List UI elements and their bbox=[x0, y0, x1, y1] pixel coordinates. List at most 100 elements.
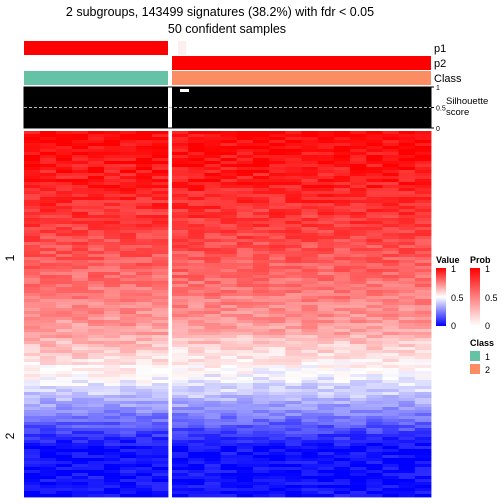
heatmap-cell bbox=[188, 350, 205, 354]
heatmap-cell bbox=[414, 194, 432, 198]
heatmap-cell bbox=[104, 413, 121, 417]
heatmap-cell bbox=[172, 353, 189, 357]
heatmap-cell bbox=[88, 380, 105, 384]
heatmap-cell bbox=[104, 407, 121, 411]
heatmap-cell bbox=[220, 305, 238, 309]
heatmap-cell bbox=[104, 140, 121, 144]
heatmap-cell bbox=[88, 452, 105, 456]
heatmap-cell bbox=[104, 275, 121, 279]
heatmap-cell bbox=[104, 188, 121, 192]
heatmap-cell bbox=[398, 338, 416, 342]
heatmap-cell bbox=[333, 359, 351, 363]
heatmap-cell bbox=[172, 323, 189, 327]
heatmap-cell bbox=[220, 449, 238, 453]
heatmap-cell bbox=[204, 152, 221, 156]
heatmap-cell bbox=[285, 386, 302, 390]
heatmap-cell bbox=[40, 182, 57, 186]
heatmap-cell bbox=[398, 392, 416, 396]
heatmap-cell bbox=[398, 350, 416, 354]
heatmap-cell bbox=[88, 230, 105, 234]
heatmap-cell bbox=[188, 485, 205, 489]
heatmap-cell bbox=[136, 449, 153, 453]
heatmap-cell bbox=[136, 140, 153, 144]
heatmap-cell bbox=[172, 377, 189, 381]
heatmap-cell bbox=[88, 392, 105, 396]
heatmap-cell bbox=[414, 272, 432, 276]
heatmap-cell bbox=[252, 404, 270, 408]
heatmap-cell bbox=[252, 461, 270, 465]
heatmap-cell bbox=[382, 281, 400, 285]
heatmap-cell bbox=[382, 221, 400, 225]
heatmap-cell bbox=[285, 170, 302, 174]
heatmap-cell bbox=[285, 467, 302, 471]
heatmap-cell bbox=[252, 392, 270, 396]
heatmap-cell bbox=[152, 407, 169, 411]
heatmap-cell bbox=[88, 470, 105, 474]
heatmap-cell bbox=[333, 221, 351, 225]
heatmap-cell bbox=[172, 305, 189, 309]
heatmap-cell bbox=[136, 458, 153, 462]
heatmap-cell bbox=[285, 278, 302, 282]
heatmap-cell bbox=[40, 299, 57, 303]
heatmap-cell bbox=[88, 317, 105, 321]
heatmap-cell bbox=[269, 446, 286, 450]
heatmap-cell bbox=[236, 389, 254, 393]
heatmap-cell bbox=[120, 422, 137, 426]
heatmap-cell bbox=[366, 254, 383, 258]
heatmap-cell bbox=[72, 152, 89, 156]
heatmap-cell bbox=[220, 233, 238, 237]
heatmap-cell bbox=[152, 353, 169, 357]
heatmap-cell bbox=[350, 389, 367, 393]
heatmap-cell bbox=[24, 398, 41, 402]
heatmap-cell bbox=[301, 227, 319, 231]
heatmap-cell bbox=[382, 329, 400, 333]
heatmap-cell bbox=[88, 158, 105, 162]
heatmap-cell bbox=[136, 320, 153, 324]
annotation-label-p1: p1 bbox=[434, 43, 446, 55]
heatmap-cell bbox=[88, 347, 105, 351]
heatmap-cell bbox=[136, 407, 153, 411]
heatmap-cell bbox=[317, 311, 335, 315]
heatmap-cell bbox=[136, 245, 153, 249]
heatmap-cell bbox=[301, 425, 319, 429]
prob-legend-tick-05: 0.5 bbox=[485, 293, 498, 303]
heatmap-cell bbox=[333, 308, 351, 312]
heatmap-cell bbox=[172, 224, 189, 228]
heatmap-cell bbox=[285, 317, 302, 321]
heatmap-cell bbox=[204, 341, 221, 345]
heatmap-cell bbox=[398, 401, 416, 405]
heatmap-cell bbox=[285, 206, 302, 210]
heatmap-cell bbox=[317, 242, 335, 246]
heatmap-cell bbox=[88, 467, 105, 471]
heatmap-cell bbox=[136, 443, 153, 447]
heatmap-cell bbox=[382, 200, 400, 204]
heatmap-cell bbox=[285, 419, 302, 423]
heatmap-cell bbox=[72, 263, 89, 267]
heatmap-cell bbox=[120, 455, 137, 459]
heatmap-cell bbox=[24, 170, 41, 174]
heatmap-cell bbox=[382, 461, 400, 465]
heatmap-cell bbox=[172, 455, 189, 459]
heatmap-cell bbox=[285, 428, 302, 432]
heatmap-cell bbox=[136, 359, 153, 363]
heatmap-cell bbox=[72, 218, 89, 222]
heatmap-cell bbox=[188, 212, 205, 216]
heatmap-cell bbox=[350, 284, 367, 288]
heatmap-cell bbox=[350, 461, 367, 465]
heatmap-cell bbox=[350, 479, 367, 483]
heatmap-cell bbox=[24, 350, 41, 354]
heatmap-cell bbox=[120, 332, 137, 336]
heatmap-cell bbox=[301, 158, 319, 162]
heatmap-cell bbox=[382, 164, 400, 168]
heatmap-cell bbox=[317, 344, 335, 348]
heatmap-cell bbox=[120, 248, 137, 252]
heatmap-cell bbox=[366, 260, 383, 264]
heatmap-cell bbox=[88, 434, 105, 438]
heatmap-cell bbox=[252, 317, 270, 321]
heatmap-cell bbox=[236, 176, 254, 180]
heatmap-cell bbox=[220, 440, 238, 444]
heatmap-cell bbox=[398, 164, 416, 168]
heatmap-cell bbox=[269, 248, 286, 252]
heatmap-cell bbox=[220, 434, 238, 438]
heatmap-cell bbox=[350, 449, 367, 453]
